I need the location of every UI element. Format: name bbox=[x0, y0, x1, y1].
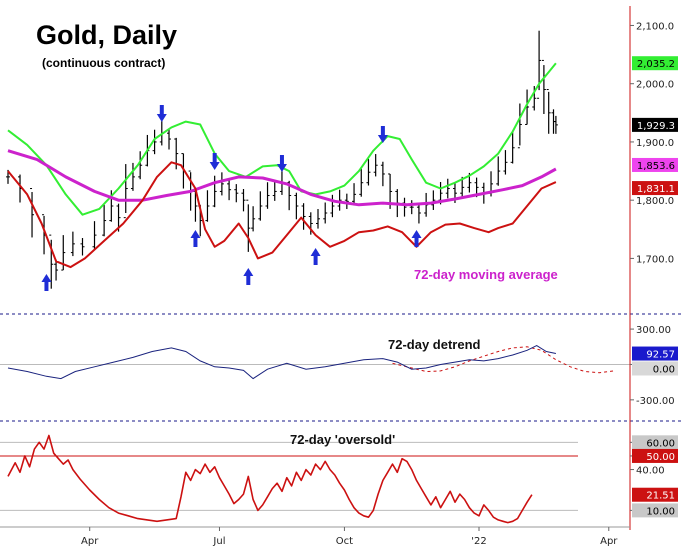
x-tick-label: Apr bbox=[81, 536, 99, 547]
oversold-50-tag: 50.00 bbox=[632, 448, 678, 463]
lower-band-tag: 1,831.1 bbox=[632, 181, 678, 196]
oversold-last-tag-box bbox=[632, 487, 678, 502]
up-arrow-shape bbox=[310, 248, 321, 265]
chart-title: Gold, Daily bbox=[36, 20, 177, 50]
oversold-10-tag-text: 10.00 bbox=[646, 506, 675, 517]
oversold-10-tag: 10.00 bbox=[632, 503, 678, 518]
detrend-tick-label: -300.00 bbox=[636, 396, 675, 407]
x-tick-label: Apr bbox=[600, 536, 618, 547]
price-tick-label: 1,900.0 bbox=[636, 138, 674, 149]
upper-band-tag-box bbox=[632, 56, 678, 71]
oversold-60-tag: 60.00 bbox=[632, 435, 678, 450]
oversold-50-tag-text: 50.00 bbox=[646, 452, 675, 463]
up-arrow-shape bbox=[41, 274, 52, 291]
detrend-last-tag-box bbox=[632, 346, 678, 361]
detrend-zero-tag: 0.00 bbox=[632, 361, 678, 376]
lower-band-line bbox=[7, 161, 557, 269]
price-tick-label: 1,800.0 bbox=[636, 196, 674, 207]
cycle-top-arrow bbox=[276, 155, 287, 172]
detrend-last-tag: 92.57 bbox=[632, 346, 678, 361]
upper-band-tag: 2,035.2 bbox=[632, 56, 678, 71]
last-price-tag-box bbox=[632, 117, 678, 132]
oversold-annotation: 72-day 'oversold' bbox=[290, 432, 395, 447]
detrend-last-tag-text: 92.57 bbox=[646, 350, 675, 361]
detrend-line bbox=[7, 345, 557, 380]
oversold-60-tag-box bbox=[632, 435, 678, 450]
last-price-tag-text: 1,929.3 bbox=[637, 121, 675, 132]
cycle-bottom-arrow bbox=[411, 230, 422, 247]
cycle-bottom-arrow bbox=[190, 230, 201, 247]
price-tick-label: 2,100.0 bbox=[636, 21, 674, 32]
detrend-annotation: 72-day detrend bbox=[388, 337, 481, 352]
lower-band-tag-text: 1,831.1 bbox=[637, 184, 675, 195]
down-arrow-shape bbox=[209, 153, 220, 170]
axis-layer: 2,100.0 2,000.0 1,900.0 1,800.0 1,700.0 300.0… bbox=[0, 6, 675, 547]
detrend-zero-tag-text: 0.00 bbox=[653, 364, 675, 375]
x-tick-label: '22 bbox=[471, 536, 486, 547]
grid-layer bbox=[0, 313, 684, 511]
oversold-tick-label: 40.00 bbox=[636, 466, 665, 477]
cycle-top-arrow bbox=[377, 126, 388, 143]
down-arrow-shape bbox=[377, 126, 388, 143]
chart-subtitle: (continuous contract) bbox=[42, 56, 165, 70]
cycle-top-arrow bbox=[209, 153, 220, 170]
lower-band-tag-box bbox=[632, 181, 678, 196]
cycle-bottom-arrow bbox=[243, 268, 254, 285]
detrend-zero-tag-box bbox=[632, 361, 678, 376]
cycle-bottom-arrow bbox=[310, 248, 321, 265]
up-arrow-shape bbox=[411, 230, 422, 247]
oversold-50-tag-box bbox=[632, 448, 678, 463]
moving-average-tag-box bbox=[632, 157, 678, 172]
moving-average-tag: 1,853.6 bbox=[632, 157, 678, 172]
moving-average-line bbox=[7, 149, 557, 207]
moving-average-tag-text: 1,853.6 bbox=[637, 161, 675, 172]
last-price-tag: 1,929.3 bbox=[632, 117, 678, 132]
x-tick-label: Jul bbox=[212, 536, 225, 547]
oversold-10-tag-box bbox=[632, 503, 678, 518]
oversold-60-tag-text: 60.00 bbox=[646, 438, 675, 449]
down-arrow-shape bbox=[276, 155, 287, 172]
arrow-layer bbox=[41, 105, 422, 291]
ma-annotation: 72-day moving average bbox=[414, 267, 558, 282]
oversold-last-tag: 21.51 bbox=[632, 487, 678, 502]
series-layer bbox=[6, 30, 614, 524]
detrend-projection-line bbox=[392, 346, 614, 374]
up-arrow-shape bbox=[243, 268, 254, 285]
cycle-top-arrow bbox=[156, 105, 167, 122]
down-arrow-shape bbox=[156, 105, 167, 122]
detrend-tick-label: 300.00 bbox=[636, 325, 671, 336]
oversold-last-tag-text: 21.51 bbox=[646, 491, 675, 502]
oversold-line bbox=[7, 434, 533, 524]
upper-band-tag-text: 2,035.2 bbox=[637, 59, 675, 70]
x-tick-label: Oct bbox=[336, 536, 353, 547]
cycle-bottom-arrow bbox=[41, 274, 52, 291]
up-arrow-shape bbox=[190, 230, 201, 247]
tag-layer: 2,035.2 1,929.3 1,853.6 1,831.1 92.57 0.00 60.… bbox=[632, 56, 678, 518]
price-tick-label: 1,700.0 bbox=[636, 254, 674, 265]
price-tick-label: 2,000.0 bbox=[636, 80, 674, 91]
